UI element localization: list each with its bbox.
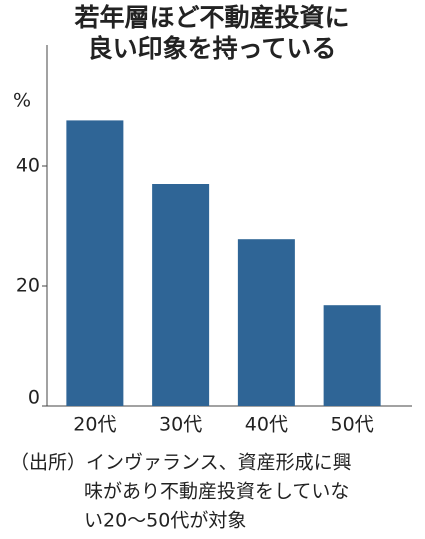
bar: [237, 239, 295, 406]
bar: [323, 305, 381, 406]
note: （出所）インヴァランス、資産形成に興: [10, 452, 352, 474]
bar: [152, 184, 210, 406]
y-tick-label: 40: [16, 155, 40, 177]
x-tick-label: 40代: [245, 414, 288, 436]
x-tick-label: 50代: [331, 414, 374, 436]
bar: [66, 120, 124, 407]
y-unit: %: [13, 90, 31, 112]
note: 味があり不動産投資をしていな: [84, 481, 349, 503]
note: い20～50代が対象: [84, 510, 246, 532]
chart-title: 若年層ほど不動産投資に: [73, 3, 349, 32]
y-tick-label: 0: [28, 387, 40, 409]
y-tick-label: 20: [16, 275, 40, 297]
x-tick-label: 20代: [73, 414, 116, 436]
x-tick-label: 30代: [159, 414, 202, 436]
chart-title: 良い印象を持っている: [88, 34, 337, 63]
